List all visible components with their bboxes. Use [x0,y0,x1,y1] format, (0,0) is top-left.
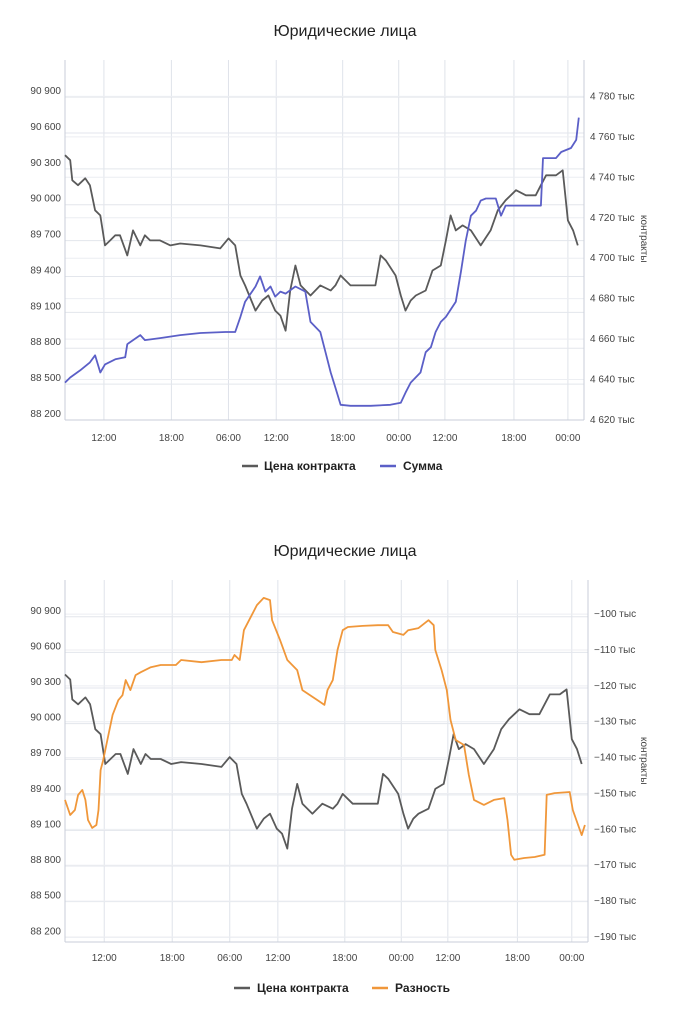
x-tick-label: 18:00 [332,953,357,964]
left-tick-label: 89 100 [30,819,61,830]
x-tick-label: 06:00 [216,433,241,444]
left-tick-label: 89 700 [30,748,61,759]
left-tick-label: 89 400 [30,265,61,276]
series-layer [64,597,586,861]
legend-item-price[interactable]: Цена контракта [242,459,356,473]
x-tick-label: 00:00 [559,953,584,964]
x-tick-label: 12:00 [264,433,289,444]
right-tick-label: −120 тыс [594,681,636,692]
left-tick-label: 90 300 [30,677,61,688]
left-tick-label: 89 100 [30,301,61,312]
right-tick-label: 4 620 тыс [590,415,635,426]
right-tick-label: −180 тыс [594,896,636,907]
right-tick-label: −190 тыс [594,932,636,943]
series-line-price [64,154,579,332]
legend-item-difference[interactable]: Разность [372,981,450,995]
legend-label-price: Цена контракта [257,981,349,995]
left-tick-label: 90 900 [30,86,61,97]
series-line-price [64,673,583,850]
left-tick-label: 88 800 [30,855,61,866]
legend-label-sum: Сумма [403,459,443,473]
ticks: 12:00 18:00 06:00 12:00 18:00 00:00 12:00 18:00… [30,606,636,964]
right-tick-label: 4 640 тыс [590,375,635,386]
grid [64,60,585,421]
legend-label-difference: Разность [395,981,450,995]
x-tick-label: 18:00 [160,953,185,964]
x-tick-label: 18:00 [501,433,526,444]
left-tick-label: 90 600 [30,641,61,652]
right-tick-label: 4 660 тыс [590,334,635,345]
legend-item-sum[interactable]: Сумма [380,459,443,473]
chart-title: Юридические лица [273,23,416,40]
chart-title: Юридические лица [273,543,416,560]
right-tick-label: 4 700 тыс [590,253,635,264]
right-tick-label: 4 740 тыс [590,172,635,183]
left-tick-label: 88 800 [30,337,61,348]
right-tick-label: −160 тыс [594,824,636,835]
chart-bottom: Юридические лица 12:00 18:00 06:00 12:00 18:… [30,543,649,995]
right-tick-label: −130 тыс [594,717,636,728]
left-tick-label: 90 000 [30,194,61,205]
left-tick-label: 88 500 [30,373,61,384]
left-tick-label: 88 200 [30,409,61,420]
right-tick-label: 4 680 тыс [590,294,635,305]
series-layer [64,117,580,407]
right-tick-label: −170 тыс [594,860,636,871]
legend-label-price: Цена контракта [264,459,356,473]
x-tick-label: 00:00 [555,433,580,444]
chart-top: Юридические лица 12:00 18:00 06:00 12:00 18:… [30,23,649,473]
x-tick-label: 12:00 [265,953,290,964]
x-tick-label: 12:00 [432,433,457,444]
grid [64,580,589,943]
left-tick-label: 88 500 [30,891,61,902]
x-tick-label: 12:00 [435,953,460,964]
x-tick-label: 18:00 [505,953,530,964]
x-tick-label: 12:00 [92,953,117,964]
right-tick-label: 4 780 тыс [590,91,635,102]
right-axis-title: контракты [638,215,649,263]
right-tick-label: −140 тыс [594,753,636,764]
x-tick-label: 18:00 [330,433,355,444]
legend-item-price[interactable]: Цена контракта [234,981,349,995]
x-tick-label: 06:00 [217,953,242,964]
right-tick-label: −150 тыс [594,788,636,799]
right-tick-label: 4 720 тыс [590,213,635,224]
x-tick-label: 00:00 [386,433,411,444]
left-tick-label: 88 200 [30,926,61,937]
left-tick-label: 90 300 [30,158,61,169]
left-tick-label: 90 600 [30,122,61,133]
right-axis-title: контракты [638,737,649,785]
ticks: 12:00 18:00 06:00 12:00 18:00 00:00 12:00 18:00… [30,86,634,444]
left-tick-label: 90 900 [30,606,61,617]
right-tick-label: −110 тыс [594,645,635,656]
x-tick-label: 12:00 [91,433,116,444]
x-tick-label: 00:00 [389,953,414,964]
left-tick-label: 90 000 [30,713,61,724]
right-tick-label: 4 760 тыс [590,132,635,143]
series-line-sum [64,117,580,407]
left-tick-label: 89 700 [30,230,61,241]
series-line-difference [64,597,586,861]
left-tick-label: 89 400 [30,784,61,795]
x-tick-label: 18:00 [159,433,184,444]
right-tick-label: −100 тыс [594,609,636,620]
